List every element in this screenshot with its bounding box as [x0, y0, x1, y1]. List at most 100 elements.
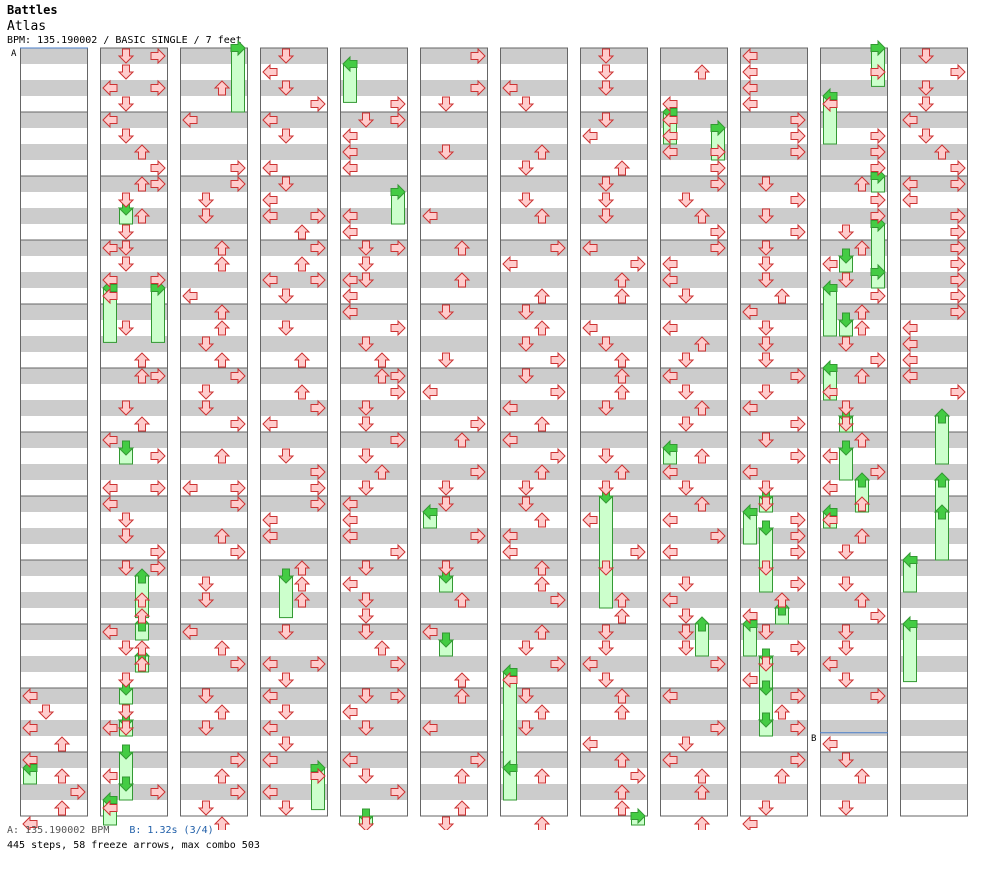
step-arrow-down: [357, 768, 375, 784]
step-arrow-right: [390, 367, 406, 385]
step-arrow-left: [102, 111, 118, 129]
step-arrow-left: [262, 527, 278, 545]
footer-bpm: A: 135.190002 BPM B: 1.32s (3/4): [7, 825, 214, 836]
step-arrow-down: [757, 352, 775, 368]
step-arrow-down: [917, 128, 935, 144]
step-arrow-down: [357, 480, 375, 496]
step-arrow-left: [22, 719, 38, 737]
step-arrow-up: [213, 256, 231, 272]
step-arrow-right: [550, 351, 566, 369]
step-arrow-down: [357, 240, 375, 256]
chart-column: [580, 47, 648, 817]
beat-band: [180, 528, 248, 544]
step-arrow-down: [757, 800, 775, 816]
freeze-arrow: [662, 439, 678, 465]
step-arrow-right: [710, 143, 726, 161]
beat-band: [500, 336, 568, 352]
freeze-arrow: [837, 440, 855, 481]
step-arrow-down: [117, 224, 135, 240]
step-arrow-right: [790, 575, 806, 593]
step-arrow-down: [117, 64, 135, 80]
step-arrow-up: [773, 768, 791, 784]
step-arrow-up: [453, 688, 471, 704]
step-arrow-right: [70, 783, 86, 801]
beat-band: [260, 304, 328, 320]
freeze-arrow: [502, 759, 518, 801]
beat-band: [180, 464, 248, 480]
beat-band: [100, 144, 168, 160]
beat-band: [900, 48, 968, 64]
step-arrow-right: [150, 479, 166, 497]
step-arrow-up: [533, 464, 551, 480]
step-arrow-right: [870, 687, 886, 705]
step-arrow-up: [373, 352, 391, 368]
step-arrow-right: [710, 655, 726, 673]
step-arrow-down: [597, 672, 615, 688]
beat-band: [20, 592, 88, 608]
beat-band: [340, 400, 408, 416]
step-arrow-up: [533, 576, 551, 592]
step-arrow-left: [262, 655, 278, 673]
beat-band: [20, 272, 88, 288]
step-arrow-down: [917, 48, 935, 64]
step-arrow-left: [662, 511, 678, 529]
beat-band: [100, 592, 168, 608]
step-arrow-left: [822, 511, 838, 529]
step-arrow-right: [870, 191, 886, 209]
step-arrow-right: [790, 223, 806, 241]
step-arrow-down: [757, 560, 775, 576]
step-arrow-down: [117, 528, 135, 544]
step-arrow-left: [102, 719, 118, 737]
step-arrow-right: [150, 543, 166, 561]
step-arrow-up: [693, 208, 711, 224]
beat-band: [340, 336, 408, 352]
beat-band: [420, 176, 488, 192]
beat-band: [260, 48, 328, 64]
step-arrow-down: [597, 80, 615, 96]
beat-band: [820, 336, 888, 352]
step-arrow-up: [53, 768, 71, 784]
step-arrow-right: [710, 175, 726, 193]
beat-band: [660, 208, 728, 224]
freeze-arrow: [390, 183, 406, 225]
step-arrow-up: [853, 432, 871, 448]
step-arrow-left: [262, 63, 278, 81]
freeze-head-arrow: [742, 503, 758, 521]
step-arrow-left: [342, 159, 358, 177]
step-arrow-left: [342, 223, 358, 241]
freeze-body: [151, 287, 165, 343]
beat-band: [900, 784, 968, 800]
step-arrow-down: [277, 176, 295, 192]
step-arrow-down: [597, 64, 615, 80]
step-arrow-down: [357, 112, 375, 128]
freeze-arrow: [902, 615, 918, 683]
step-arrow-left: [342, 303, 358, 321]
step-arrow-down: [197, 576, 215, 592]
freeze-head-arrow: [837, 440, 855, 456]
step-arrow-left: [662, 271, 678, 289]
beat-band: [500, 304, 568, 320]
step-arrow-down: [757, 208, 775, 224]
song-artist: Atlas: [7, 19, 47, 34]
beat-band: [260, 80, 328, 96]
freeze-arrow: [870, 263, 886, 289]
freeze-head-arrow: [422, 503, 438, 521]
step-arrow-down: [357, 448, 375, 464]
step-arrow-left: [822, 383, 838, 401]
beat-band: [660, 784, 728, 800]
step-arrow-left: [342, 527, 358, 545]
step-arrow-left: [342, 271, 358, 289]
step-arrow-up: [533, 704, 551, 720]
beat-band: [180, 432, 248, 448]
step-arrow-right: [470, 463, 486, 481]
freeze-head-arrow: [117, 744, 135, 760]
beat-band: [420, 272, 488, 288]
step-arrow-up: [293, 576, 311, 592]
step-arrow-left: [502, 255, 518, 273]
step-arrow-down: [517, 336, 535, 352]
step-arrow-down: [437, 560, 455, 576]
beat-band: [180, 144, 248, 160]
step-arrow-left: [662, 751, 678, 769]
step-arrow-up: [693, 816, 711, 830]
step-arrow-down: [197, 800, 215, 816]
